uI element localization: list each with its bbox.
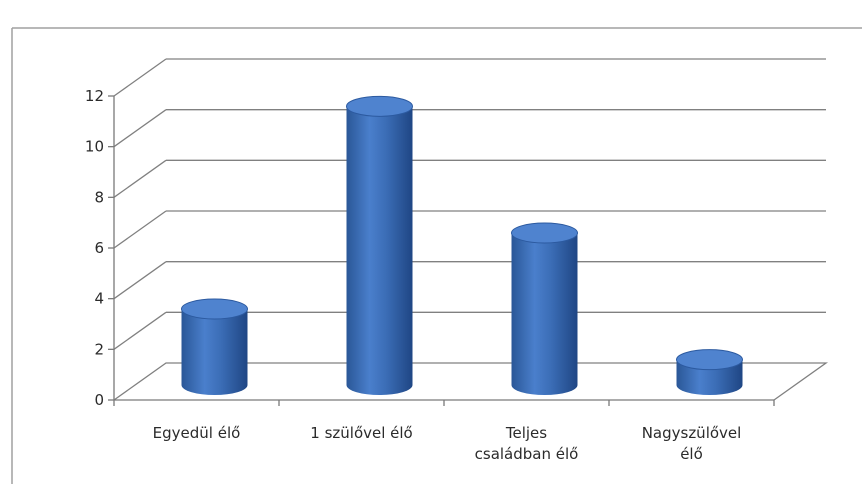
bar-top (511, 222, 578, 244)
y-tick-label: 2 (94, 340, 104, 358)
gridline-diagonal (113, 311, 167, 350)
gridline-diagonal (113, 159, 167, 198)
floor-outline (113, 362, 829, 401)
y-tick-label: 10 (85, 138, 104, 156)
y-tick-label: 0 (94, 391, 104, 409)
y-tick-label: 4 (94, 290, 104, 308)
bar-body (181, 309, 248, 396)
bar-top (181, 298, 248, 320)
gridline-diagonal (113, 261, 167, 300)
bar (511, 222, 578, 396)
bar-body (346, 106, 413, 396)
y-tick-label: 12 (85, 87, 104, 105)
gridline-diagonal (113, 210, 167, 249)
bar (346, 95, 413, 396)
gridline-diagonal (113, 58, 167, 97)
x-category-label: Teljes (505, 424, 547, 442)
bar-chart: 0 2 4 6 8 10 12 Egyedül élő 1 szülővel élő Teljes… (11, 27, 862, 484)
x-category-label: 1 szülővel élő (310, 424, 412, 442)
y-tick-label: 8 (94, 188, 104, 206)
chart-frame: 0 2 4 6 8 10 12 Egyedül élő 1 szülővel élő Teljes… (6, 14, 862, 484)
bar (181, 298, 248, 396)
x-category-label: élő (680, 445, 703, 463)
bar-top (676, 349, 743, 371)
y-tick-label: 6 (94, 239, 104, 257)
x-category-label: Nagyszülővel (642, 424, 742, 442)
bar-top (346, 95, 413, 117)
bar (676, 349, 743, 396)
x-category-label: Egyedül élő (153, 424, 241, 442)
gridline-diagonal (113, 109, 167, 148)
bar-body (511, 233, 578, 396)
x-category-label: családban élő (475, 445, 579, 463)
